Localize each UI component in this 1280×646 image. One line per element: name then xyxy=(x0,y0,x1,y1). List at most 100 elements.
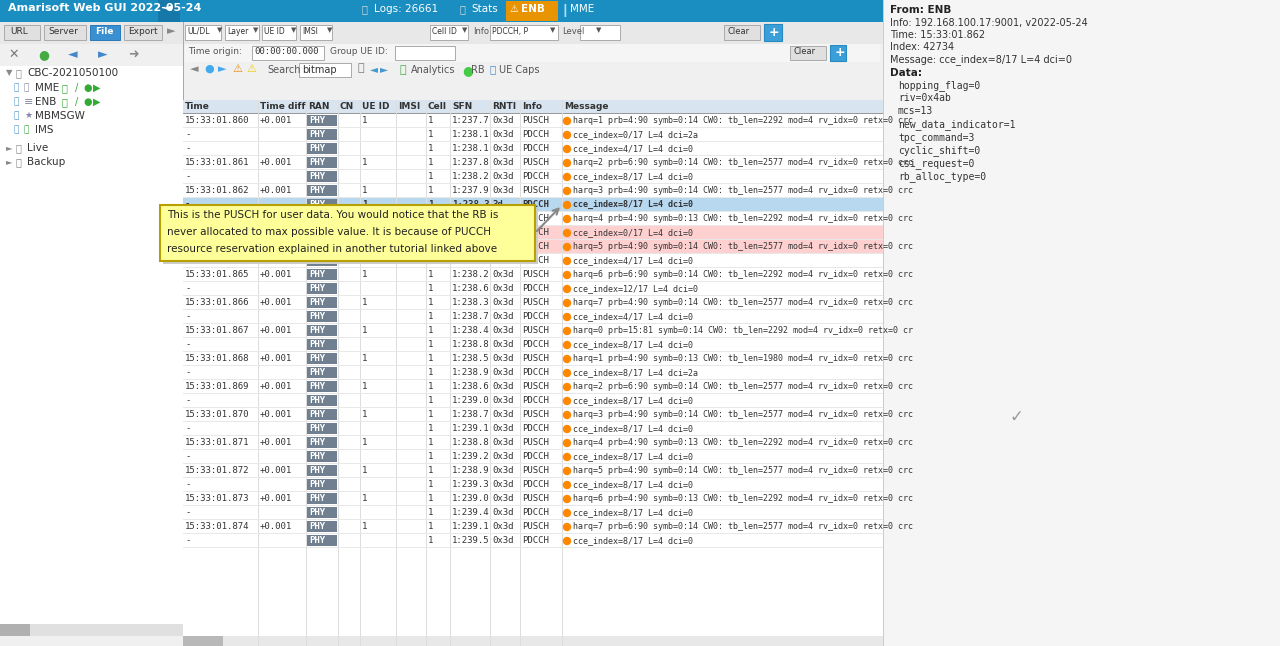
Circle shape xyxy=(563,453,571,461)
Text: This is the PUSCH for user data. You would notice that the RB is: This is the PUSCH for user data. You wou… xyxy=(166,210,498,220)
Bar xyxy=(183,534,883,548)
Bar xyxy=(183,239,883,240)
Text: 1:237.9: 1:237.9 xyxy=(452,186,490,195)
Text: 📊: 📊 xyxy=(399,65,407,75)
Text: Time origin:: Time origin: xyxy=(188,47,242,56)
Text: -: - xyxy=(186,130,191,139)
Text: ●: ● xyxy=(83,83,91,93)
Bar xyxy=(183,435,883,436)
Text: ⚠: ⚠ xyxy=(232,64,242,74)
Text: ●: ● xyxy=(462,64,472,77)
Text: PDCCH: PDCCH xyxy=(522,452,549,461)
Bar xyxy=(183,533,883,534)
Bar xyxy=(883,0,1280,646)
Text: 1: 1 xyxy=(428,172,434,181)
Bar xyxy=(90,25,120,40)
Text: 0x3d: 0x3d xyxy=(492,508,513,517)
Text: Logs: 26661: Logs: 26661 xyxy=(374,4,438,14)
Bar xyxy=(183,337,883,338)
Text: cce_index=8/17 L=4 dci=0: cce_index=8/17 L=4 dci=0 xyxy=(573,508,692,517)
Bar xyxy=(183,323,883,324)
Text: Stats: Stats xyxy=(471,4,498,14)
Text: 0x3d: 0x3d xyxy=(492,410,513,419)
Text: PUSCH: PUSCH xyxy=(522,522,549,531)
Text: 1:238.5: 1:238.5 xyxy=(452,354,490,363)
Text: 15:33:01.861: 15:33:01.861 xyxy=(186,158,250,167)
Text: PUSCH: PUSCH xyxy=(522,270,549,279)
Text: PUSCH: PUSCH xyxy=(522,494,549,503)
Text: ►: ► xyxy=(6,157,13,166)
Text: harq=7 prb=6:90 symb=0:14 CW0: tb_len=2577 mod=4 rv_idx=0 retx=0 crc: harq=7 prb=6:90 symb=0:14 CW0: tb_len=25… xyxy=(573,522,913,531)
Text: +0.001: +0.001 xyxy=(260,382,292,391)
Text: ▼: ▼ xyxy=(326,27,333,33)
Text: 15:33:01.865: 15:33:01.865 xyxy=(186,270,250,279)
Text: 0x3d: 0x3d xyxy=(492,326,513,335)
Text: 1: 1 xyxy=(428,340,434,349)
Text: 0x3d: 0x3d xyxy=(492,438,513,447)
Text: 📋: 📋 xyxy=(489,64,495,74)
Bar xyxy=(183,394,883,408)
Text: PHY: PHY xyxy=(308,326,325,335)
Text: ►: ► xyxy=(99,48,108,61)
Text: 1: 1 xyxy=(428,284,434,293)
Text: RNTI: RNTI xyxy=(492,102,516,111)
Bar xyxy=(307,493,337,504)
Text: harq=7 prb=4:90 symb=0:14 CW0: tb_len=2577 mod=4 rv_idx=0 retx=0 crc: harq=7 prb=4:90 symb=0:14 CW0: tb_len=25… xyxy=(573,298,913,307)
Text: Message: cce_index=8/17 L=4 dci=0: Message: cce_index=8/17 L=4 dci=0 xyxy=(890,54,1073,65)
Text: 1:238.9: 1:238.9 xyxy=(452,368,490,377)
Text: PUSCH: PUSCH xyxy=(522,354,549,363)
Text: File: File xyxy=(95,27,114,36)
Bar xyxy=(163,208,538,264)
Text: 1: 1 xyxy=(428,298,434,307)
Circle shape xyxy=(563,258,571,264)
Circle shape xyxy=(563,160,571,167)
Bar xyxy=(183,505,883,506)
Text: tpc_command=3: tpc_command=3 xyxy=(899,132,974,143)
Text: 1: 1 xyxy=(428,466,434,475)
Text: harq=4 prb=4:90 symb=0:13 CW0: tb_len=2292 mod=4 rv_idx=0 retx=0 crc: harq=4 prb=4:90 symb=0:13 CW0: tb_len=22… xyxy=(573,214,913,223)
Bar xyxy=(183,225,883,226)
Text: Cell ID: Cell ID xyxy=(433,27,457,36)
Text: PHY: PHY xyxy=(308,340,325,349)
Circle shape xyxy=(563,468,571,475)
Text: +0.001: +0.001 xyxy=(260,354,292,363)
Text: harq=5 prb=4:90 symb=0:14 CW0: tb_len=2577 mod=4 rv_idx=0 retx=0 crc: harq=5 prb=4:90 symb=0:14 CW0: tb_len=25… xyxy=(573,242,913,251)
Text: +0.001: +0.001 xyxy=(260,298,292,307)
Bar xyxy=(490,25,558,40)
Text: Time: Time xyxy=(186,102,210,111)
Text: PDCCH: PDCCH xyxy=(522,424,549,433)
Text: PUSCH: PUSCH xyxy=(522,298,549,307)
Text: Backup: Backup xyxy=(27,157,65,167)
Text: -: - xyxy=(186,256,191,265)
Text: ENB: ENB xyxy=(521,4,545,14)
Text: 1: 1 xyxy=(428,270,434,279)
Text: 1: 1 xyxy=(428,522,434,531)
Text: -: - xyxy=(186,424,191,433)
Bar xyxy=(186,25,221,40)
Bar xyxy=(225,25,259,40)
Text: PHY: PHY xyxy=(308,242,325,251)
Text: -: - xyxy=(186,284,191,293)
Text: 0x3d: 0x3d xyxy=(492,158,513,167)
Text: +0.001: +0.001 xyxy=(260,116,292,125)
Circle shape xyxy=(563,510,571,517)
Text: -: - xyxy=(186,200,191,209)
Text: 0x3d: 0x3d xyxy=(492,480,513,489)
Text: PDCCH: PDCCH xyxy=(522,536,549,545)
Text: never allocated to max possible value. It is because of PUCCH: never allocated to max possible value. I… xyxy=(166,227,492,237)
Bar xyxy=(183,463,883,464)
Text: Clear: Clear xyxy=(727,27,749,36)
Bar xyxy=(307,199,337,210)
Text: 1: 1 xyxy=(428,494,434,503)
Bar xyxy=(307,227,337,238)
Circle shape xyxy=(563,244,571,251)
Bar xyxy=(300,63,351,77)
Text: PHY: PHY xyxy=(308,144,325,153)
Bar xyxy=(157,0,180,22)
Text: Index: 42734: Index: 42734 xyxy=(890,42,954,52)
Bar xyxy=(183,464,883,478)
Bar xyxy=(186,0,884,22)
Text: UL/DL: UL/DL xyxy=(187,27,210,36)
Text: PUSCH: PUSCH xyxy=(522,214,549,223)
Text: +0.001: +0.001 xyxy=(260,270,292,279)
